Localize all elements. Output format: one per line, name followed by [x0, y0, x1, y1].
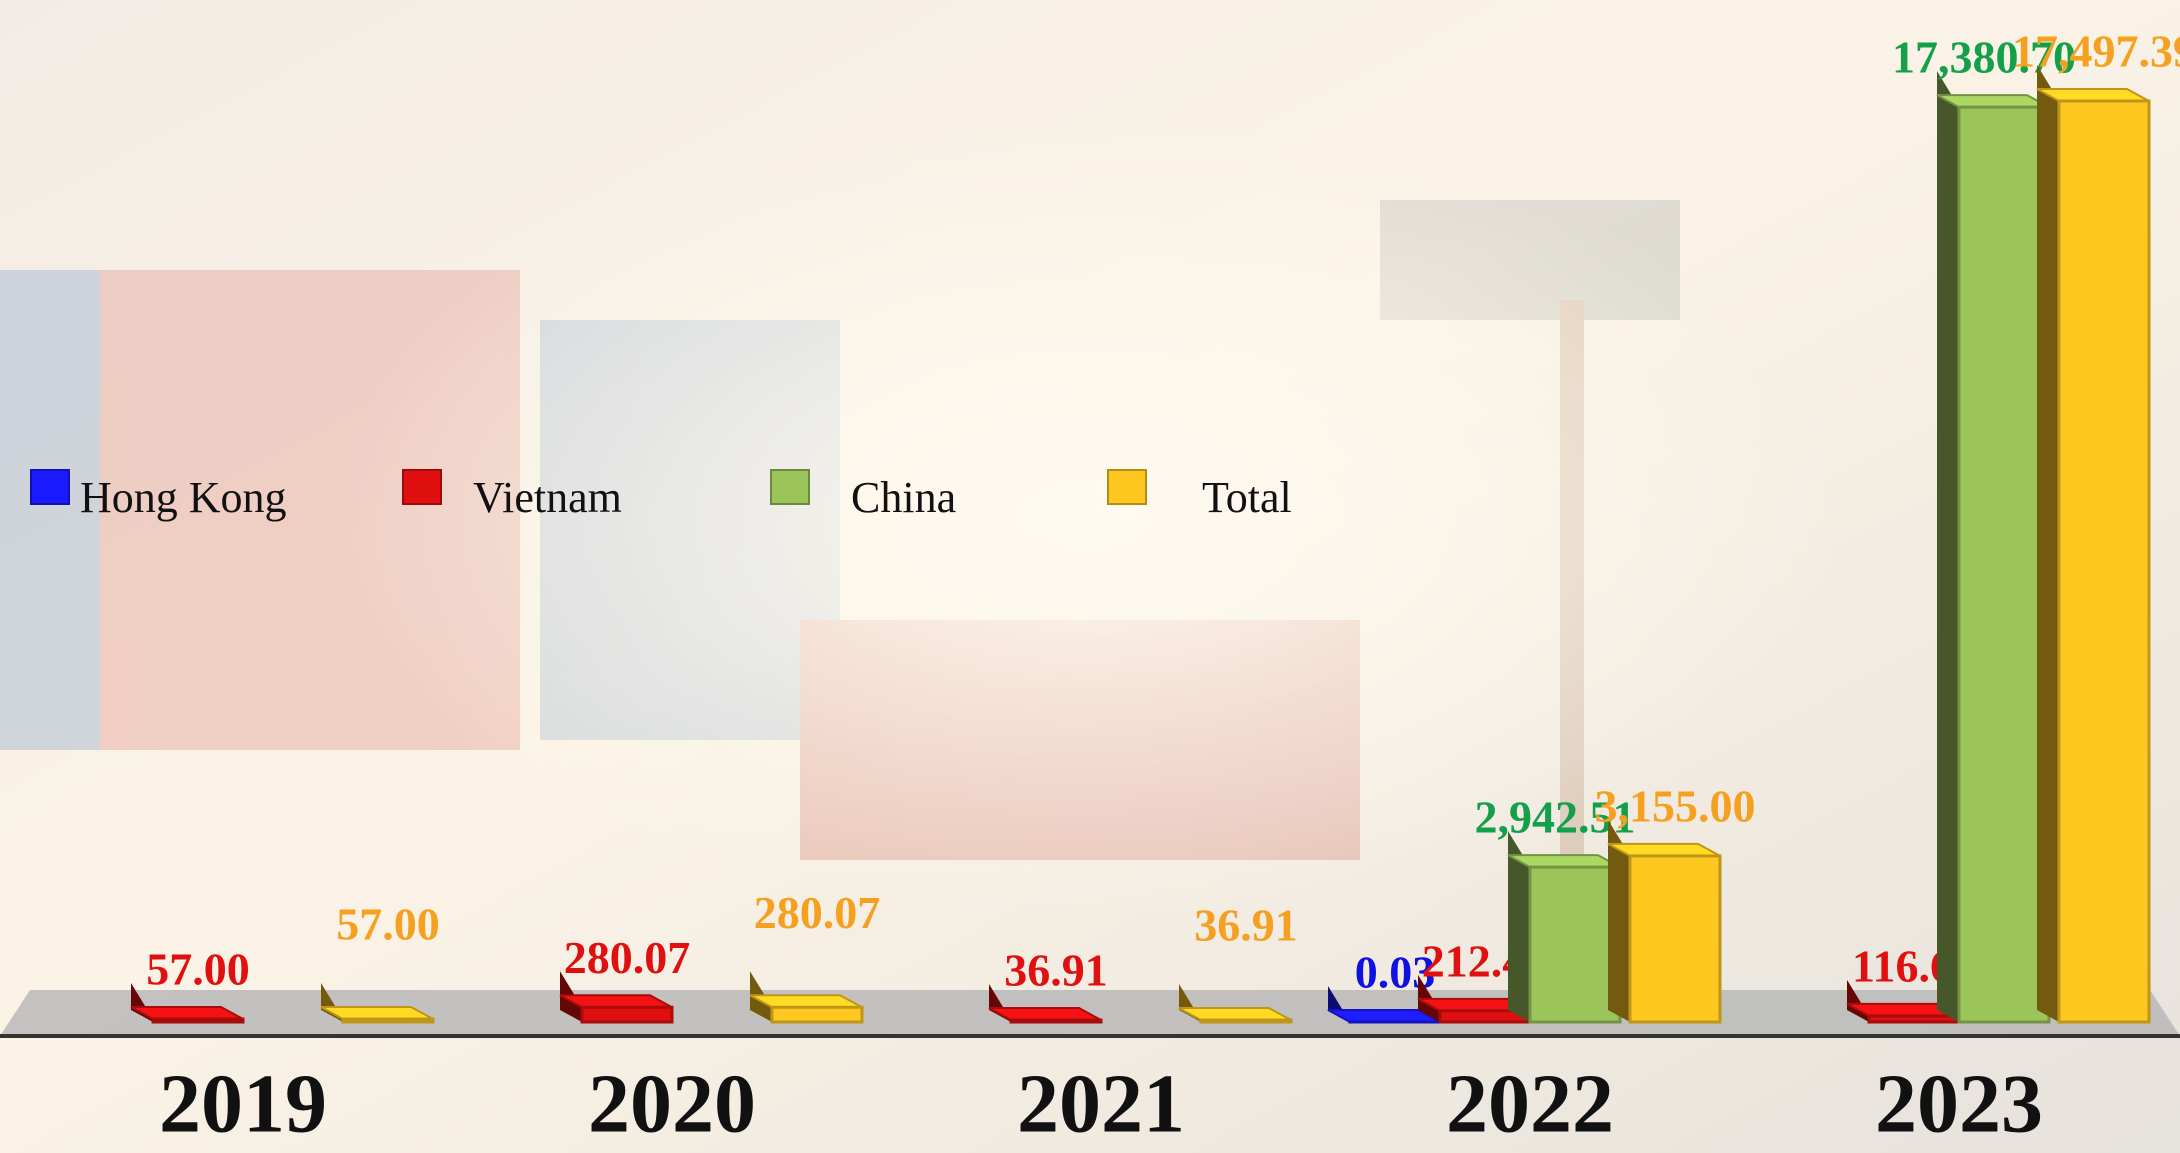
bar — [1011, 1020, 1101, 1022]
bar-top — [2037, 89, 2149, 101]
value-label: 17,497.39 — [2012, 26, 2180, 77]
bar-top — [560, 995, 672, 1007]
x-tick-label: 2019 — [159, 1057, 327, 1150]
x-tick-label: 2023 — [1875, 1057, 2043, 1150]
x-tick-label: 2022 — [1446, 1057, 1614, 1150]
bar-side — [1937, 71, 1959, 1022]
value-label: 57.00 — [336, 899, 440, 950]
legend-label: Total — [1202, 473, 1292, 522]
legend-swatch — [31, 470, 69, 504]
value-label: 36.91 — [1004, 945, 1108, 996]
bar-top — [750, 995, 862, 1007]
bar — [1630, 856, 1720, 1022]
bar-side — [2037, 65, 2059, 1022]
bar-top — [131, 1007, 243, 1019]
bar — [2059, 101, 2149, 1022]
legend-label: Vietnam — [473, 473, 622, 522]
x-tick-label: 2020 — [588, 1057, 756, 1150]
value-label: 280.07 — [564, 932, 691, 983]
bar-top — [1508, 855, 1620, 867]
bar-top — [989, 1008, 1101, 1020]
value-label: 3,155.00 — [1595, 780, 1756, 831]
value-label: 36.91 — [1194, 900, 1298, 951]
legend-swatch — [771, 470, 809, 504]
bar — [343, 1019, 433, 1022]
bar-top — [1608, 844, 1720, 856]
bar — [153, 1019, 243, 1022]
bar — [582, 1007, 672, 1022]
page: Hong Kong Vietnam China Total 2019 57.00 57.00… — [0, 0, 2180, 1153]
bar-top — [1179, 1008, 1291, 1020]
bar — [1959, 107, 2049, 1022]
legend-swatch — [403, 470, 441, 504]
value-label: 280.07 — [754, 887, 881, 938]
legend-label: Hong Kong — [80, 473, 287, 522]
value-label: 57.00 — [146, 944, 250, 995]
bar-top — [1937, 95, 2049, 107]
x-tick-label: 2021 — [1017, 1057, 1185, 1150]
legend-swatch — [1108, 470, 1146, 504]
bar — [1869, 1016, 1959, 1022]
bar — [772, 1007, 862, 1022]
chart: Hong Kong Vietnam China Total 2019 57.00 57.00… — [0, 0, 2180, 1153]
bar-top — [321, 1007, 433, 1019]
legend-label: China — [851, 473, 956, 522]
bar — [1530, 867, 1620, 1022]
bar — [1201, 1020, 1291, 1022]
